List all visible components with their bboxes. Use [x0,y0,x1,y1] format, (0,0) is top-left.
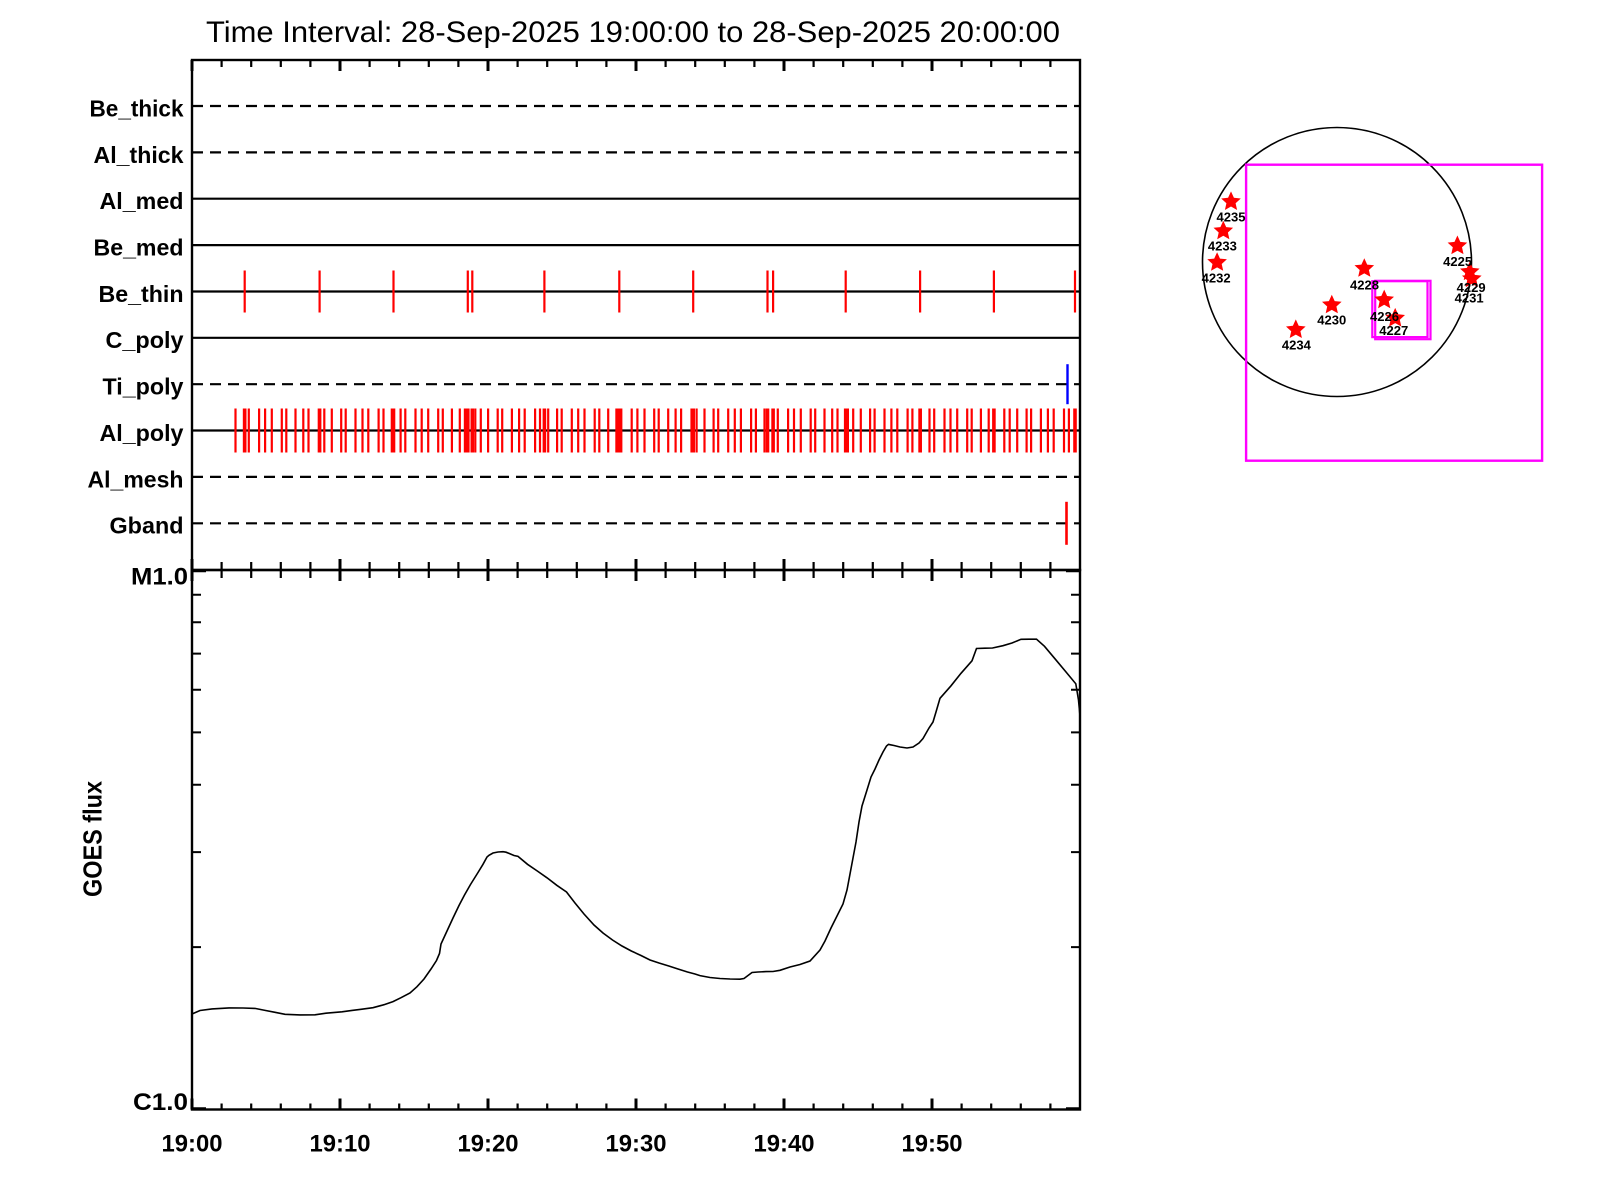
svg-text:19:50: 19:50 [902,1130,963,1157]
svg-text:19:00: 19:00 [162,1130,223,1157]
svg-text:M1.0: M1.0 [131,564,188,591]
svg-text:4230: 4230 [1317,313,1346,327]
svg-text:GOES flux: GOES flux [78,781,108,897]
svg-text:4233: 4233 [1208,239,1237,253]
svg-text:Be_med: Be_med [94,235,184,261]
svg-text:Ti_poly: Ti_poly [103,374,184,400]
svg-text:4228: 4228 [1350,278,1379,292]
svg-text:Time Interval: 28-Sep-2025 19:: Time Interval: 28-Sep-2025 19:00:00 to 2… [206,16,1060,49]
svg-text:Al_med: Al_med [100,188,184,214]
svg-text:19:30: 19:30 [606,1130,667,1157]
svg-text:Al_thick: Al_thick [94,142,184,168]
svg-text:4232: 4232 [1202,272,1231,286]
svg-text:19:10: 19:10 [310,1130,371,1157]
svg-text:4225: 4225 [1443,255,1472,269]
svg-text:4226: 4226 [1370,310,1399,324]
svg-text:Al_mesh: Al_mesh [88,466,184,492]
svg-text:19:40: 19:40 [754,1130,815,1157]
svg-text:Gband: Gband [110,513,184,539]
svg-text:4229: 4229 [1457,281,1486,295]
svg-text:4227: 4227 [1379,324,1408,338]
svg-text:C_poly: C_poly [106,327,184,353]
svg-text:4235: 4235 [1217,211,1246,225]
svg-text:C1.0: C1.0 [133,1089,188,1116]
svg-text:Be_thick: Be_thick [90,95,184,121]
svg-text:Al_poly: Al_poly [100,420,184,446]
svg-text:4231: 4231 [1455,292,1484,306]
svg-text:Be_thin: Be_thin [99,281,184,307]
svg-text:4234: 4234 [1282,339,1311,353]
svg-text:19:20: 19:20 [458,1130,519,1157]
